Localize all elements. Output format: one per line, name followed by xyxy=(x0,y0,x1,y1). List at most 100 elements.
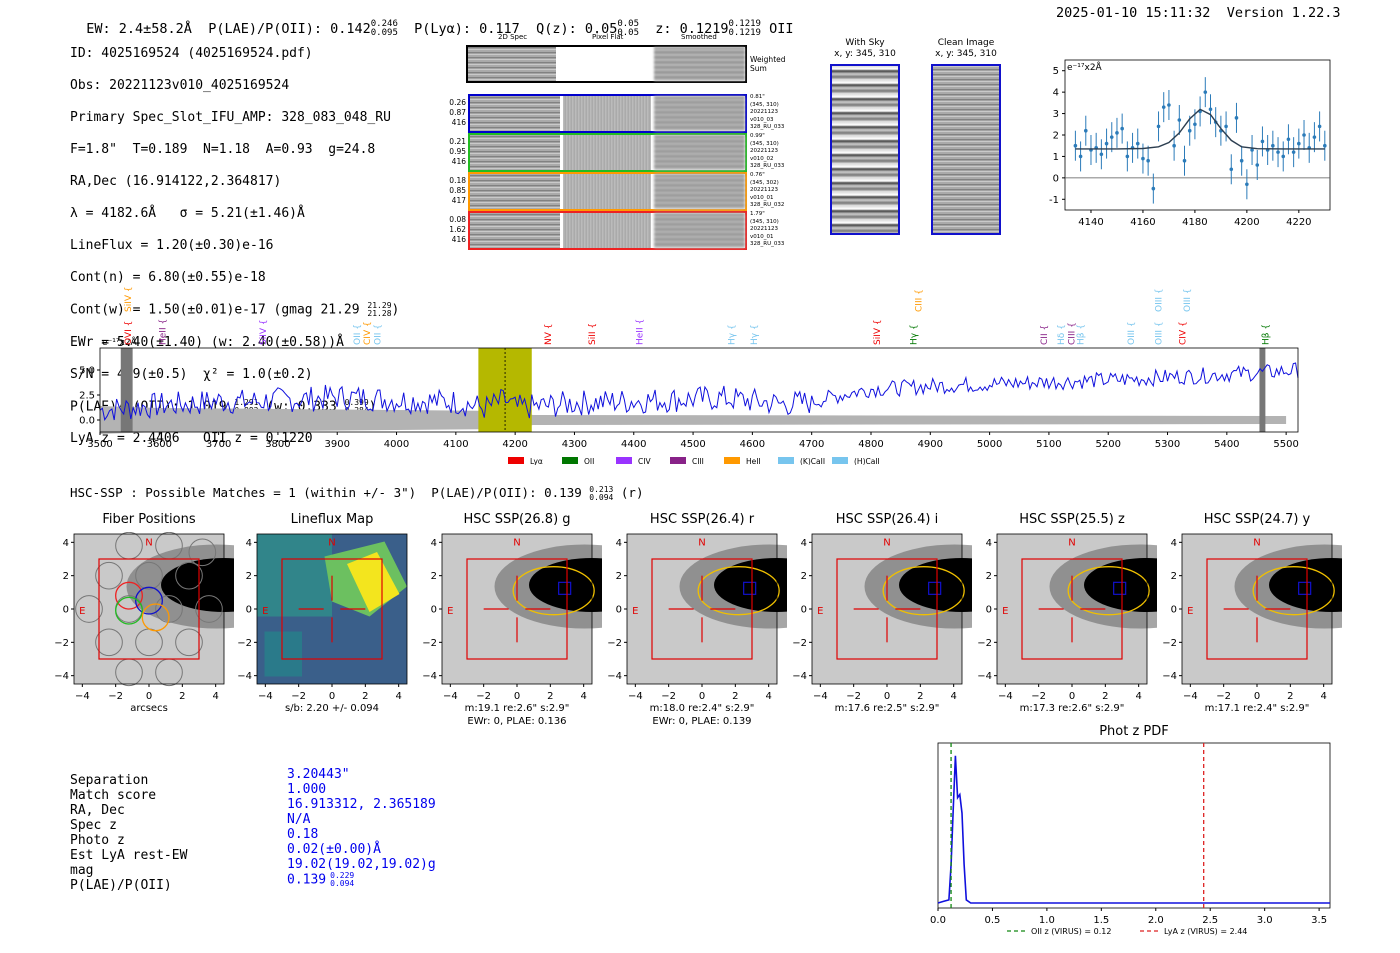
spectral-line-text: Hγ { xyxy=(910,324,920,345)
spectrum-xtick-label: 4700 xyxy=(799,439,824,450)
hsc-xtick-label: 0 xyxy=(514,691,520,702)
cutout-row-right: 0.76" (345, 302) 20221123 v010_01 328_RU_032 xyxy=(750,172,800,210)
spectral-line-label: OIII { xyxy=(1183,288,1193,312)
spectral-line-text: CIII { xyxy=(914,289,924,312)
hsc-xtick-label: −4 xyxy=(1183,691,1198,702)
hsc-panel-title: HSC SSP(26.8) g xyxy=(463,512,571,527)
hsc-ytick-label: −4 xyxy=(54,671,69,682)
z-value: z: 0.1219 xyxy=(655,21,729,37)
hsc-caption: s/b: 2.20 +/- 0.094 xyxy=(285,703,379,714)
weighted-flat xyxy=(556,47,654,81)
cutout-row-right-val: 20221123 xyxy=(750,226,778,232)
zoom-data-point xyxy=(1239,158,1244,163)
zoom-data-point xyxy=(1234,116,1239,120)
spectrum-xtick-label: 3600 xyxy=(147,439,172,450)
cont-w: Cont(w) = 1.50(±0.01)e-17 (gmag 21.29 21… xyxy=(70,301,400,318)
fiber-circle xyxy=(155,595,183,623)
hsc-xtick-label: −4 xyxy=(813,691,828,702)
spectral-line-text: HeII { xyxy=(636,319,646,345)
spectral-line-text: NV { xyxy=(544,324,554,345)
spectral-line-label: NV { xyxy=(544,324,554,345)
cutout-sep xyxy=(560,135,563,170)
fiber-circle xyxy=(95,561,123,590)
cutout-2d xyxy=(470,213,560,248)
search-box xyxy=(651,558,753,660)
cutout-row-left-val: 1.62 xyxy=(449,225,466,234)
zoom-xtick-label: 4220 xyxy=(1286,217,1311,228)
cutout-flat xyxy=(563,213,651,248)
zoom-data-point xyxy=(1099,152,1104,157)
spectral-line-label: HeII { xyxy=(158,319,168,345)
spectrum-xtick-label: 4600 xyxy=(740,439,765,450)
hsc-panel-image: N E 4 2 0 −2 −4 −4 −2 0 2 4 m:17.1 re:2.4" s:2.9" xyxy=(1162,533,1342,714)
z-upper: 0.1219 xyxy=(728,19,761,29)
hsc-caption: m:17.1 re:2.4" s:2.9" xyxy=(1205,703,1310,714)
zoom-xtick-label: 4180 xyxy=(1182,217,1207,228)
spectral-line-text: CIV { xyxy=(1178,321,1188,345)
plae-value: P(LAE)/P(OII): 0.142 xyxy=(208,21,371,37)
hsc-xtick-label: 2 xyxy=(732,691,738,702)
weighted-2d xyxy=(468,47,556,81)
hsc-caption: m:18.0 re:2.4" s:2.9" xyxy=(650,703,755,714)
hsc-xtick-label: 0 xyxy=(1069,691,1075,702)
zoom-data-point xyxy=(1281,154,1286,159)
cutout-row-left-val: 416 xyxy=(451,157,466,166)
hsc-xtick-label: −2 xyxy=(291,691,306,702)
spectral-line-label: OVI { xyxy=(124,321,134,345)
north-marker: N xyxy=(145,538,152,549)
spectral-line-label: SiIV { xyxy=(259,319,269,345)
match-value: 0.18 xyxy=(287,827,319,842)
photz-xtick-label: 2.5 xyxy=(1202,915,1218,926)
north-marker: N xyxy=(698,538,705,549)
hsc-ytick-label: 0 xyxy=(616,605,622,616)
hsc-xtick-label: −2 xyxy=(846,691,861,702)
weighted-sum-cutout xyxy=(466,45,747,83)
spectrum-xtick-label: 5000 xyxy=(977,439,1002,450)
spectral-line-text: SiIV { xyxy=(873,319,883,345)
cutout-row-right-val: 0.76" xyxy=(750,172,765,178)
photz-legend-lya: LyA z (VIRUS) = 2.44 xyxy=(1164,927,1247,936)
hsc-ytick-label: −2 xyxy=(792,638,807,649)
spectral-line-label: Hβ { xyxy=(1076,324,1086,345)
zoom-data-point xyxy=(1229,167,1234,172)
aperture-ellipse xyxy=(512,566,595,616)
primary-spec: Primary Spec_Slot_IFU_AMP: 328_083_048_R… xyxy=(70,110,391,125)
spectral-line-text: OIII { xyxy=(1155,321,1165,345)
zoom-data-point xyxy=(1135,141,1140,146)
hsc-xtick-label: −4 xyxy=(628,691,643,702)
with-sky-image xyxy=(830,64,900,235)
zoom-data-point xyxy=(1109,135,1114,139)
hsc-ytick-label: 0 xyxy=(801,605,807,616)
version: Version 1.22.3 xyxy=(1226,5,1341,21)
hsc-panel-title: HSC SSP(25.5) z xyxy=(1019,512,1125,527)
cutout-row-right-val: 20221123 xyxy=(750,187,778,193)
zoom-xtick-label: 4140 xyxy=(1078,217,1103,228)
zoom-data-point xyxy=(1245,182,1249,187)
photz-xtick-label: 0.5 xyxy=(984,915,1000,926)
spectrum-xtick-label: 5200 xyxy=(1095,439,1120,450)
hsc-xtick-label: 2 xyxy=(179,691,185,702)
spectrum-frame xyxy=(99,347,1299,433)
fiber-circle-selected xyxy=(141,603,170,632)
sn-chi2: S/N = 4.9(±0.5) χ² = 1.0(±0.2) xyxy=(70,366,313,382)
hsc-caption-2: EWr: 0, PLAE: 0.136 xyxy=(467,716,566,727)
cutout-row-right-val: 0.81" xyxy=(750,94,765,100)
photz-xtick-label: 3.0 xyxy=(1257,915,1273,926)
match-box xyxy=(743,581,757,595)
hsc-panel-image: N E 4 2 0 −2 −4 −4 −2 0 2 4 m:17.3 re:2.6" s:2.9" xyxy=(977,533,1157,714)
hsc-ytick-label: 2 xyxy=(63,571,69,582)
zoom-data-point xyxy=(1120,126,1124,131)
zoom-data-point xyxy=(1167,103,1171,107)
legend-label: (K)CaII xyxy=(800,457,825,465)
hsc-ytick-label: −4 xyxy=(237,671,252,682)
timestamp-version: 2025-01-10 15:11:32 Version 1.22.3 xyxy=(1056,5,1341,21)
cutout-row-left: 0.18 0.85 417 xyxy=(440,176,466,206)
spectrum-xtick-label: 3700 xyxy=(206,439,231,450)
cont-n: Cont(n) = 6.80(±0.55)e-18 xyxy=(70,270,266,285)
hsc-ytick-label: −4 xyxy=(607,671,622,682)
hsc-xtick-label: 4 xyxy=(950,691,956,702)
cutout-row-right-val: (345, 302) xyxy=(750,179,779,186)
spectral-line-text: HeII { xyxy=(158,319,168,345)
spectral-line-label: HeII { xyxy=(636,319,646,345)
cutout-smooth xyxy=(654,135,745,170)
